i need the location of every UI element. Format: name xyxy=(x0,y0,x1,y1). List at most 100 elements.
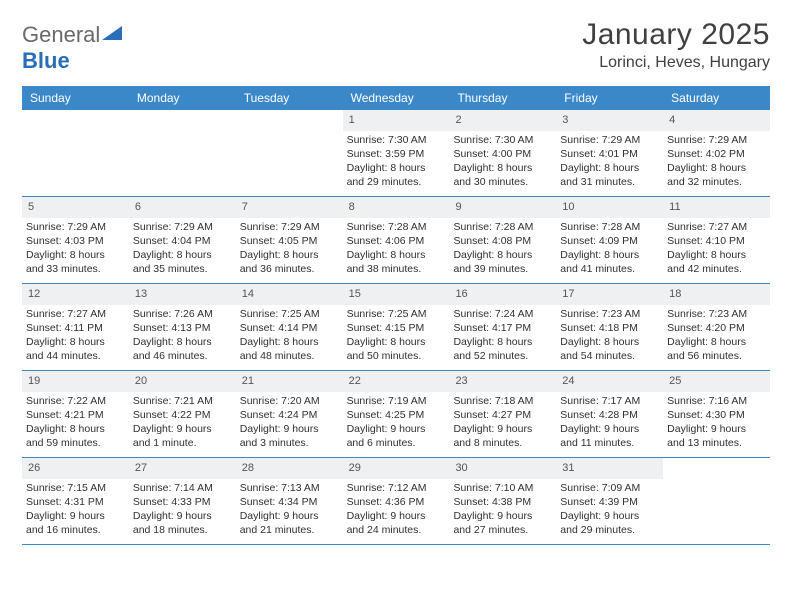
daylight-line1: Daylight: 8 hours xyxy=(453,335,552,349)
sunrise-text: Sunrise: 7:13 AM xyxy=(240,481,339,495)
month-title: January 2025 xyxy=(582,18,770,52)
day-content: Sunrise: 7:14 AMSunset: 4:33 PMDaylight:… xyxy=(129,481,236,542)
sunset-text: Sunset: 4:04 PM xyxy=(133,234,232,248)
sunset-text: Sunset: 4:31 PM xyxy=(26,495,125,509)
weekday-header: Thursday xyxy=(449,86,556,110)
sunset-text: Sunset: 4:10 PM xyxy=(667,234,766,248)
calendar-week: 26Sunrise: 7:15 AMSunset: 4:31 PMDayligh… xyxy=(22,458,770,545)
calendar-day: 6Sunrise: 7:29 AMSunset: 4:04 PMDaylight… xyxy=(129,197,236,283)
sunrise-text: Sunrise: 7:22 AM xyxy=(26,394,125,408)
day-number: 20 xyxy=(129,371,236,392)
daylight-line1: Daylight: 9 hours xyxy=(133,422,232,436)
calendar-week: 12Sunrise: 7:27 AMSunset: 4:11 PMDayligh… xyxy=(22,284,770,371)
sunrise-text: Sunrise: 7:29 AM xyxy=(240,220,339,234)
calendar-day: 9Sunrise: 7:28 AMSunset: 4:08 PMDaylight… xyxy=(449,197,556,283)
day-number: 10 xyxy=(556,197,663,218)
location-text: Lorinci, Heves, Hungary xyxy=(582,54,770,72)
calendar-week: 1Sunrise: 7:30 AMSunset: 3:59 PMDaylight… xyxy=(22,110,770,197)
calendar-day: 15Sunrise: 7:25 AMSunset: 4:15 PMDayligh… xyxy=(343,284,450,370)
calendar-day: 14Sunrise: 7:25 AMSunset: 4:14 PMDayligh… xyxy=(236,284,343,370)
daylight-line1: Daylight: 9 hours xyxy=(347,509,446,523)
day-number: 17 xyxy=(556,284,663,305)
logo: GeneralBlue xyxy=(22,18,122,74)
daylight-line1: Daylight: 9 hours xyxy=(560,422,659,436)
calendar-day: 3Sunrise: 7:29 AMSunset: 4:01 PMDaylight… xyxy=(556,110,663,196)
daylight-line2: and 24 minutes. xyxy=(347,523,446,537)
sunrise-text: Sunrise: 7:16 AM xyxy=(667,394,766,408)
calendar-body: 1Sunrise: 7:30 AMSunset: 3:59 PMDaylight… xyxy=(22,110,770,545)
day-number: 30 xyxy=(449,458,556,479)
daylight-line2: and 39 minutes. xyxy=(453,262,552,276)
calendar-header-row: SundayMondayTuesdayWednesdayThursdayFrid… xyxy=(22,86,770,110)
day-content: Sunrise: 7:23 AMSunset: 4:20 PMDaylight:… xyxy=(663,307,770,368)
calendar-day: 10Sunrise: 7:28 AMSunset: 4:09 PMDayligh… xyxy=(556,197,663,283)
daylight-line1: Daylight: 8 hours xyxy=(560,161,659,175)
calendar-page: GeneralBlue January 2025 Lorinci, Heves,… xyxy=(0,0,792,545)
daylight-line2: and 27 minutes. xyxy=(453,523,552,537)
daylight-line2: and 8 minutes. xyxy=(453,436,552,450)
sunset-text: Sunset: 4:17 PM xyxy=(453,321,552,335)
day-content: Sunrise: 7:18 AMSunset: 4:27 PMDaylight:… xyxy=(449,394,556,455)
sunset-text: Sunset: 4:08 PM xyxy=(453,234,552,248)
weekday-header: Monday xyxy=(129,86,236,110)
sunset-text: Sunset: 4:13 PM xyxy=(133,321,232,335)
calendar-day: 11Sunrise: 7:27 AMSunset: 4:10 PMDayligh… xyxy=(663,197,770,283)
sunrise-text: Sunrise: 7:29 AM xyxy=(26,220,125,234)
calendar-day-empty xyxy=(663,458,770,544)
daylight-line2: and 6 minutes. xyxy=(347,436,446,450)
day-content: Sunrise: 7:30 AMSunset: 3:59 PMDaylight:… xyxy=(343,133,450,194)
daylight-line1: Daylight: 8 hours xyxy=(560,335,659,349)
daylight-line1: Daylight: 9 hours xyxy=(560,509,659,523)
day-number: 1 xyxy=(343,110,450,131)
calendar-day: 13Sunrise: 7:26 AMSunset: 4:13 PMDayligh… xyxy=(129,284,236,370)
day-number: 6 xyxy=(129,197,236,218)
daylight-line2: and 21 minutes. xyxy=(240,523,339,537)
day-number: 8 xyxy=(343,197,450,218)
day-content: Sunrise: 7:29 AMSunset: 4:01 PMDaylight:… xyxy=(556,133,663,194)
daylight-line1: Daylight: 8 hours xyxy=(347,161,446,175)
daylight-line2: and 48 minutes. xyxy=(240,349,339,363)
calendar-day: 7Sunrise: 7:29 AMSunset: 4:05 PMDaylight… xyxy=(236,197,343,283)
daylight-line2: and 50 minutes. xyxy=(347,349,446,363)
day-number: 14 xyxy=(236,284,343,305)
day-content: Sunrise: 7:29 AMSunset: 4:03 PMDaylight:… xyxy=(22,220,129,281)
sunset-text: Sunset: 4:33 PM xyxy=(133,495,232,509)
sunset-text: Sunset: 4:30 PM xyxy=(667,408,766,422)
daylight-line1: Daylight: 8 hours xyxy=(667,335,766,349)
daylight-line2: and 41 minutes. xyxy=(560,262,659,276)
daylight-line1: Daylight: 8 hours xyxy=(560,248,659,262)
sunset-text: Sunset: 4:36 PM xyxy=(347,495,446,509)
sunrise-text: Sunrise: 7:25 AM xyxy=(240,307,339,321)
sunset-text: Sunset: 4:14 PM xyxy=(240,321,339,335)
daylight-line2: and 29 minutes. xyxy=(347,175,446,189)
calendar-week: 5Sunrise: 7:29 AMSunset: 4:03 PMDaylight… xyxy=(22,197,770,284)
sunrise-text: Sunrise: 7:23 AM xyxy=(560,307,659,321)
sunset-text: Sunset: 4:22 PM xyxy=(133,408,232,422)
calendar-day: 12Sunrise: 7:27 AMSunset: 4:11 PMDayligh… xyxy=(22,284,129,370)
day-content: Sunrise: 7:19 AMSunset: 4:25 PMDaylight:… xyxy=(343,394,450,455)
weekday-header: Saturday xyxy=(663,86,770,110)
day-content: Sunrise: 7:29 AMSunset: 4:02 PMDaylight:… xyxy=(663,133,770,194)
sunrise-text: Sunrise: 7:10 AM xyxy=(453,481,552,495)
daylight-line2: and 59 minutes. xyxy=(26,436,125,450)
calendar-day: 2Sunrise: 7:30 AMSunset: 4:00 PMDaylight… xyxy=(449,110,556,196)
daylight-line1: Daylight: 9 hours xyxy=(26,509,125,523)
calendar-day-empty xyxy=(129,110,236,196)
daylight-line2: and 3 minutes. xyxy=(240,436,339,450)
day-number: 26 xyxy=(22,458,129,479)
day-number: 31 xyxy=(556,458,663,479)
day-number: 21 xyxy=(236,371,343,392)
daylight-line1: Daylight: 8 hours xyxy=(347,248,446,262)
day-number: 11 xyxy=(663,197,770,218)
day-content: Sunrise: 7:28 AMSunset: 4:08 PMDaylight:… xyxy=(449,220,556,281)
daylight-line1: Daylight: 9 hours xyxy=(240,509,339,523)
day-content: Sunrise: 7:13 AMSunset: 4:34 PMDaylight:… xyxy=(236,481,343,542)
day-content: Sunrise: 7:26 AMSunset: 4:13 PMDaylight:… xyxy=(129,307,236,368)
daylight-line1: Daylight: 8 hours xyxy=(453,248,552,262)
sunrise-text: Sunrise: 7:20 AM xyxy=(240,394,339,408)
calendar-day: 18Sunrise: 7:23 AMSunset: 4:20 PMDayligh… xyxy=(663,284,770,370)
daylight-line2: and 13 minutes. xyxy=(667,436,766,450)
daylight-line2: and 54 minutes. xyxy=(560,349,659,363)
weekday-header: Friday xyxy=(556,86,663,110)
sunrise-text: Sunrise: 7:28 AM xyxy=(453,220,552,234)
